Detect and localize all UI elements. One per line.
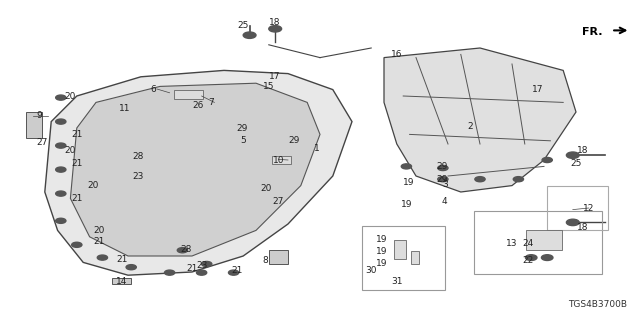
- Text: 21: 21: [186, 264, 198, 273]
- Text: 10: 10: [273, 156, 284, 164]
- Text: 20: 20: [260, 184, 271, 193]
- Circle shape: [56, 167, 66, 172]
- Bar: [112, 278, 131, 284]
- Circle shape: [401, 164, 412, 169]
- Text: 20: 20: [87, 181, 99, 190]
- Text: 29: 29: [436, 175, 447, 184]
- Text: 31: 31: [391, 277, 403, 286]
- Bar: [474, 211, 602, 274]
- Text: FR.: FR.: [582, 27, 603, 37]
- Text: 11: 11: [119, 104, 131, 113]
- Text: 21: 21: [93, 237, 105, 246]
- Text: 20: 20: [93, 226, 105, 235]
- Circle shape: [56, 95, 66, 100]
- Text: 19: 19: [376, 260, 388, 268]
- PathPatch shape: [384, 48, 576, 192]
- Text: 18: 18: [577, 146, 588, 155]
- Text: 19: 19: [401, 200, 412, 209]
- Circle shape: [525, 255, 537, 260]
- Circle shape: [164, 270, 175, 275]
- Circle shape: [56, 191, 66, 196]
- Text: 21: 21: [71, 159, 83, 168]
- Circle shape: [177, 248, 188, 253]
- Text: 19: 19: [376, 247, 388, 256]
- Bar: [547, 186, 608, 230]
- Text: 27: 27: [273, 197, 284, 206]
- Circle shape: [566, 152, 579, 158]
- Circle shape: [97, 255, 108, 260]
- Text: 14: 14: [116, 277, 127, 286]
- Text: TGS4B3700B: TGS4B3700B: [568, 300, 627, 309]
- Text: 29: 29: [289, 136, 300, 145]
- Bar: [26, 112, 42, 138]
- Circle shape: [475, 177, 485, 182]
- Circle shape: [438, 165, 448, 171]
- PathPatch shape: [70, 83, 320, 256]
- Circle shape: [243, 32, 256, 38]
- Text: 2: 2: [468, 122, 473, 131]
- Text: 18: 18: [269, 18, 281, 27]
- Text: 9: 9: [37, 111, 42, 120]
- Text: 20: 20: [65, 92, 76, 100]
- Circle shape: [566, 219, 579, 226]
- Text: 8: 8: [263, 256, 268, 265]
- Text: 27: 27: [36, 138, 47, 147]
- Text: 7: 7: [209, 98, 214, 107]
- Circle shape: [56, 143, 66, 148]
- PathPatch shape: [45, 70, 352, 275]
- Text: 21: 21: [71, 194, 83, 203]
- Text: 28: 28: [180, 245, 191, 254]
- Circle shape: [513, 177, 524, 182]
- Text: 12: 12: [583, 204, 595, 212]
- Text: 21: 21: [71, 130, 83, 139]
- Bar: [272, 156, 291, 164]
- Text: 24: 24: [522, 239, 534, 248]
- Circle shape: [196, 270, 207, 275]
- Bar: [362, 226, 445, 290]
- Text: 22: 22: [522, 256, 534, 265]
- Circle shape: [72, 242, 82, 247]
- Text: 23: 23: [196, 261, 207, 270]
- Text: 21: 21: [231, 266, 243, 275]
- Text: 17: 17: [532, 85, 543, 94]
- Text: 3: 3: [442, 180, 447, 188]
- Bar: [394, 240, 406, 259]
- Text: 18: 18: [577, 223, 588, 232]
- Text: 25: 25: [570, 159, 582, 168]
- Text: 29: 29: [436, 162, 447, 171]
- Circle shape: [438, 177, 448, 182]
- Circle shape: [269, 26, 282, 32]
- Circle shape: [56, 119, 66, 124]
- Text: 4: 4: [442, 197, 447, 206]
- Bar: [411, 251, 419, 264]
- Circle shape: [202, 261, 212, 267]
- Text: 23: 23: [132, 172, 143, 180]
- Text: 17: 17: [269, 72, 281, 81]
- Text: 5: 5: [241, 136, 246, 145]
- Text: 26: 26: [193, 101, 204, 110]
- Text: 16: 16: [391, 50, 403, 59]
- Text: 30: 30: [365, 266, 377, 275]
- Circle shape: [126, 265, 136, 270]
- Text: 19: 19: [403, 178, 414, 187]
- Text: 6: 6: [151, 85, 156, 94]
- Text: 13: 13: [506, 239, 518, 248]
- Text: 19: 19: [376, 236, 388, 244]
- Text: 21: 21: [116, 255, 127, 264]
- Bar: [174, 90, 203, 99]
- Circle shape: [542, 157, 552, 163]
- Text: 28: 28: [132, 152, 143, 161]
- Bar: [526, 230, 562, 250]
- Text: 1: 1: [314, 144, 319, 153]
- Text: 20: 20: [65, 146, 76, 155]
- Text: 29: 29: [236, 124, 248, 132]
- Circle shape: [541, 255, 553, 260]
- Circle shape: [228, 270, 239, 275]
- Circle shape: [56, 218, 66, 223]
- Bar: [269, 250, 288, 264]
- Text: 15: 15: [263, 82, 275, 91]
- Text: 25: 25: [237, 21, 249, 30]
